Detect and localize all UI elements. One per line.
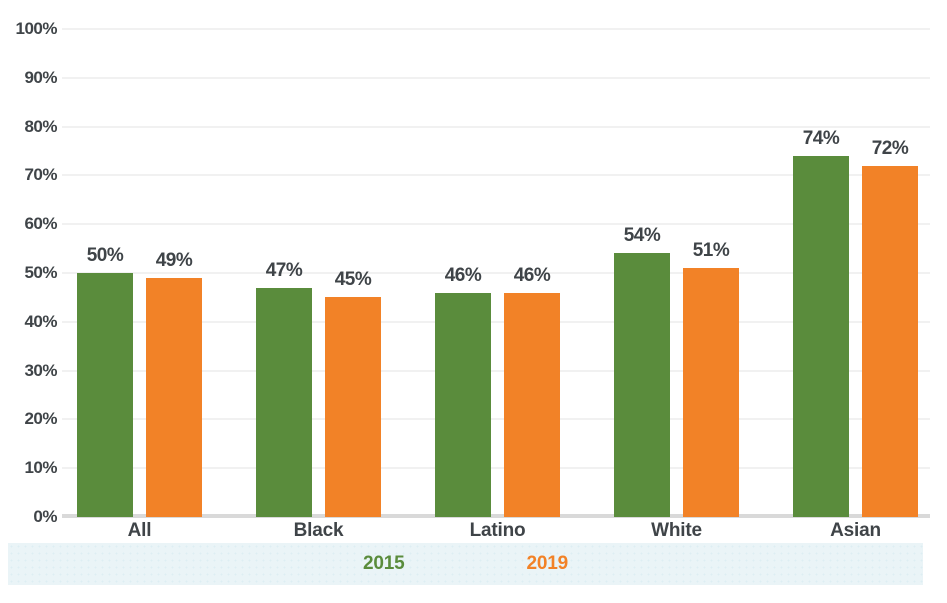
y-axis-tick-label-30: 30% [24,360,57,380]
bar-value-label-2015-white: 54% [623,225,661,247]
gridline-50 [62,272,930,274]
gridline-10 [62,467,930,470]
y-axis-tick-label-100: 100% [15,19,58,38]
gridline-40 [62,320,930,323]
x-axis-category-label-all: All [127,520,152,541]
y-axis-tick-label-0: 0% [33,507,57,526]
gridline-20 [62,418,930,421]
bar-value-label-2015-black: 47% [265,259,303,281]
bar-value-label-2015-latino: 46% [444,264,482,286]
y-axis-tick-label-50: 50% [24,263,57,282]
y-axis-tick-label-80: 80% [24,116,57,136]
bar-2015-white: 54% [614,225,670,517]
bar-value-label-2019-all: 49% [155,249,193,271]
bar-group-black: 47% 45% [229,29,408,517]
y-axis-tick-label-10: 10% [24,458,57,478]
gridline-90 [62,76,930,79]
x-axis-category-label-asian: Asian [830,520,881,541]
bar-value-label-2019-asian: 72% [871,137,909,159]
bar-value-label-2015-asian: 74% [802,127,840,149]
bar-2019-white: 51% [683,240,739,517]
gridline-80 [62,125,930,128]
legend-strip: 2015 2019 [8,543,923,585]
bar-2015-latino: 46% [435,265,491,517]
gridline-70 [62,174,930,177]
bar-group-latino: 46% 46% [408,29,587,517]
x-axis-category-label-white: White [651,520,702,541]
bar-2015-black: 47% [256,260,312,517]
bar-group-asian: 74% 72% [766,29,945,517]
bar-2015-all: 50% [77,245,133,517]
bar-2019-asian: 72% [862,138,918,517]
bar-2019-black: 45% [325,269,381,517]
legend-item-2015: 2015 [363,553,405,574]
y-axis-tick-label-90: 90% [24,67,57,87]
gridline-60 [62,223,930,226]
bar-group-all: 50% 49% [50,29,229,517]
y-axis-tick-label-60: 60% [24,214,57,234]
plot-area: 50% 49% 47% 45% 46% 46% 54% 51% 74% 72% [50,29,945,517]
bar-group-white: 54% 51% [587,29,766,517]
y-axis-tick-label-70: 70% [24,165,57,185]
legend-item-2019: 2019 [526,553,569,574]
bar-value-label-2015-all: 50% [86,245,124,266]
bar-value-label-2019-latino: 46% [513,264,551,286]
bar-value-label-2019-black: 45% [334,269,372,291]
x-axis-category-labels: All Black Latino White Asian [50,520,945,542]
bar-value-label-2019-white: 51% [692,240,730,262]
gridline-30 [62,369,930,372]
x-axis-baseline [62,514,930,518]
bar-2015-asian: 74% [793,128,849,517]
x-axis-category-label-latino: Latino [469,520,526,541]
x-axis-category-label-black: Black [293,520,344,541]
y-axis-tick-label-40: 40% [24,311,57,331]
gridline-100 [62,28,930,30]
bar-2019-all: 49% [146,250,202,517]
y-axis-tick-label-20: 20% [24,409,57,429]
bar-2019-latino: 46% [504,265,560,517]
